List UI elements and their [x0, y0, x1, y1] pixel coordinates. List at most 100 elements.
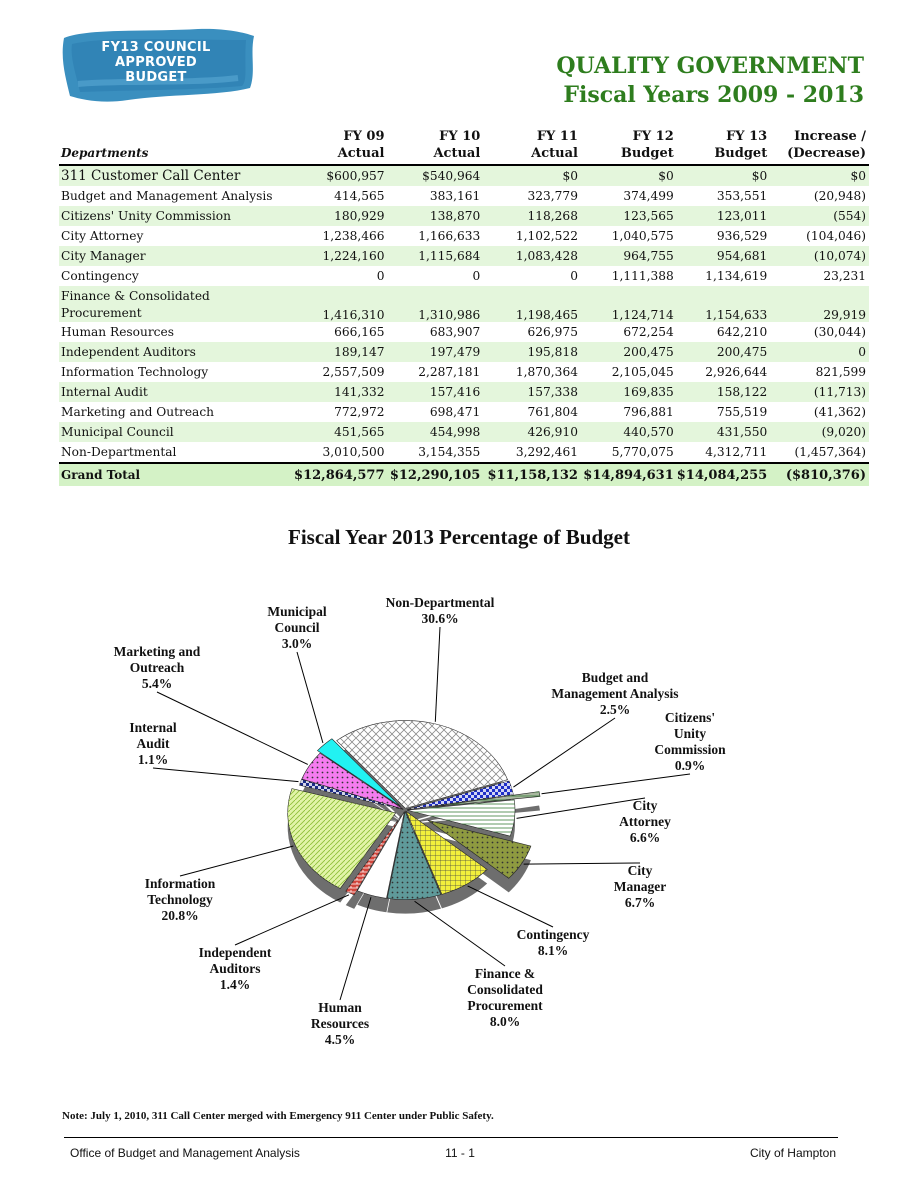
cell-change: 821,599	[815, 365, 866, 379]
cell-fy13: 431,550	[716, 425, 768, 439]
table-row: Contingency 0 0 0 1,111,388 1,134,619 23,231	[59, 266, 869, 286]
cell-fy12: 440,570	[623, 425, 674, 439]
cell-fy10: 157,416	[429, 385, 481, 399]
cell-fy09: 180,929	[334, 209, 385, 223]
leader-line	[296, 651, 324, 744]
pie-slice-pattern	[406, 780, 514, 810]
cell-change: (554)	[833, 209, 866, 223]
cell-fy13: 642,210	[716, 325, 768, 339]
cell-change: (20,948)	[813, 189, 866, 203]
slice-label: City	[633, 798, 658, 813]
table-row: City Attorney 1,238,466 1,166,633 1,102,522…	[59, 226, 869, 246]
cell-fy10: 3,154,355	[418, 445, 481, 459]
column-header-fy12: FY 12 Budget	[620, 129, 674, 161]
slice-label: 1.1%	[138, 752, 168, 767]
table-row: Non-Departmental 3,010,500 3,154,355 3,292,…	[59, 442, 869, 463]
table-row: Citizens' Unity Commission 180,929 138,870…	[59, 206, 869, 226]
cell-fy10: 138,870	[429, 209, 481, 223]
slice-label: Citizens'	[665, 710, 715, 725]
cell-fy13: 1,134,619	[705, 269, 768, 283]
slice-label: Human	[318, 1000, 362, 1015]
slice-label: Finance &	[475, 966, 535, 981]
leader-line	[339, 897, 372, 1001]
cell-fy09: 1,416,310	[322, 308, 385, 322]
department-name: Internal Audit	[61, 385, 148, 399]
cell-fy13: 755,519	[716, 405, 768, 419]
grand-total-label: Grand Total	[61, 468, 141, 482]
column-header-departments: Departments	[61, 146, 149, 160]
cell-fy12: 200,475	[623, 345, 674, 359]
cell-fy09: 2,557,509	[322, 365, 385, 379]
slice-label: City	[628, 863, 653, 878]
grand-total-fy10: $12,290,105	[389, 467, 481, 483]
slice-label: Unity	[674, 726, 707, 741]
cell-fy10: 197,479	[429, 345, 481, 359]
slice-label: 20.8%	[161, 908, 198, 923]
chart-title: Fiscal Year 2013 Percentage of Budget	[288, 525, 630, 549]
leader-line	[156, 691, 309, 765]
leader-line	[434, 626, 441, 722]
cell-fy13: 123,011	[716, 209, 768, 223]
cell-fy12: $0	[658, 169, 674, 183]
cell-fy12: 123,565	[623, 209, 674, 223]
table-row: Independent Auditors 189,147 197,479 195,81…	[59, 342, 869, 362]
slice-label: Contingency	[517, 927, 590, 942]
footer-divider	[64, 1137, 838, 1138]
slice-label: Audit	[136, 736, 170, 751]
slice-label: 0.9%	[675, 758, 705, 773]
cell-fy12: 964,755	[623, 249, 674, 263]
leader-line	[152, 767, 299, 783]
pie-slice-pattern	[406, 799, 515, 837]
cell-change: (41,362)	[813, 405, 866, 419]
grand-total-fy09: $12,864,577	[294, 467, 385, 483]
slice-label: Internal	[129, 720, 176, 735]
cell-fy10: 698,471	[429, 405, 481, 419]
slice-label: 8.0%	[490, 1014, 520, 1029]
department-name: Human Resources	[61, 325, 174, 339]
cell-fy11: 3,292,461	[515, 445, 578, 459]
slice-label: Non-Departmental	[386, 595, 495, 610]
cell-fy09: $600,957	[326, 169, 385, 183]
column-header-fy13: FY 13 Budget	[714, 129, 768, 161]
cell-fy12: 796,881	[623, 405, 674, 419]
leader-line	[523, 862, 641, 865]
column-header-fy09: FY 09 Actual	[337, 129, 385, 161]
pie-slice-pattern	[301, 753, 404, 810]
cell-fy11: 626,975	[527, 325, 578, 339]
slice-label: 2.5%	[600, 702, 630, 717]
table-row: Information Technology 2,557,509 2,287,181…	[59, 362, 869, 382]
footnote: Note: July 1, 2010, 311 Call Center merg…	[62, 1110, 494, 1122]
logo-line-1: FY13 COUNCIL	[101, 40, 211, 55]
cell-fy12: 169,835	[623, 385, 674, 399]
slice-label: Municipal	[267, 604, 327, 619]
leader-line	[541, 773, 691, 795]
cell-fy11: 0	[570, 269, 578, 283]
department-name: Budget and Management Analysis	[61, 189, 273, 203]
table-row: City Manager 1,224,160 1,115,684 1,083,428 9…	[59, 246, 869, 266]
department-name: 311 Customer Call Center	[61, 168, 241, 184]
slice-label: 3.0%	[282, 636, 312, 651]
title-line-1: QUALITY GOVERNMENT	[556, 53, 864, 79]
table-row: Budget and Management Analysis 414,565 383…	[59, 186, 869, 206]
slice-label: 1.4%	[220, 977, 250, 992]
slice-label: Resources	[311, 1016, 369, 1031]
slice-label: Independent	[199, 945, 272, 960]
pie-slice-pattern	[406, 811, 488, 895]
cell-change: (9,020)	[821, 425, 866, 439]
pie-slice-pattern	[336, 720, 508, 809]
cell-fy10: 2,287,181	[418, 365, 481, 379]
table-header-row: Departments FY 09 Actual FY 10 Actual FY 1…	[59, 128, 869, 165]
cell-fy11: 157,338	[527, 385, 578, 399]
table-row: Municipal Council 451,565 454,998 426,910 44…	[59, 422, 869, 442]
cell-fy13: 200,475	[716, 345, 768, 359]
cell-fy10: 1,115,684	[418, 249, 481, 263]
cell-fy13: 158,122	[716, 385, 768, 399]
slice-label: Attorney	[619, 814, 671, 829]
department-name: Independent Auditors	[61, 345, 196, 359]
cell-change: 29,919	[823, 308, 866, 322]
cell-fy11: 195,818	[527, 345, 578, 359]
cell-fy09: 141,332	[334, 385, 385, 399]
pie-slice-pattern	[427, 820, 531, 879]
cell-fy13: $0	[751, 169, 768, 183]
cell-fy11: 323,779	[527, 189, 578, 203]
